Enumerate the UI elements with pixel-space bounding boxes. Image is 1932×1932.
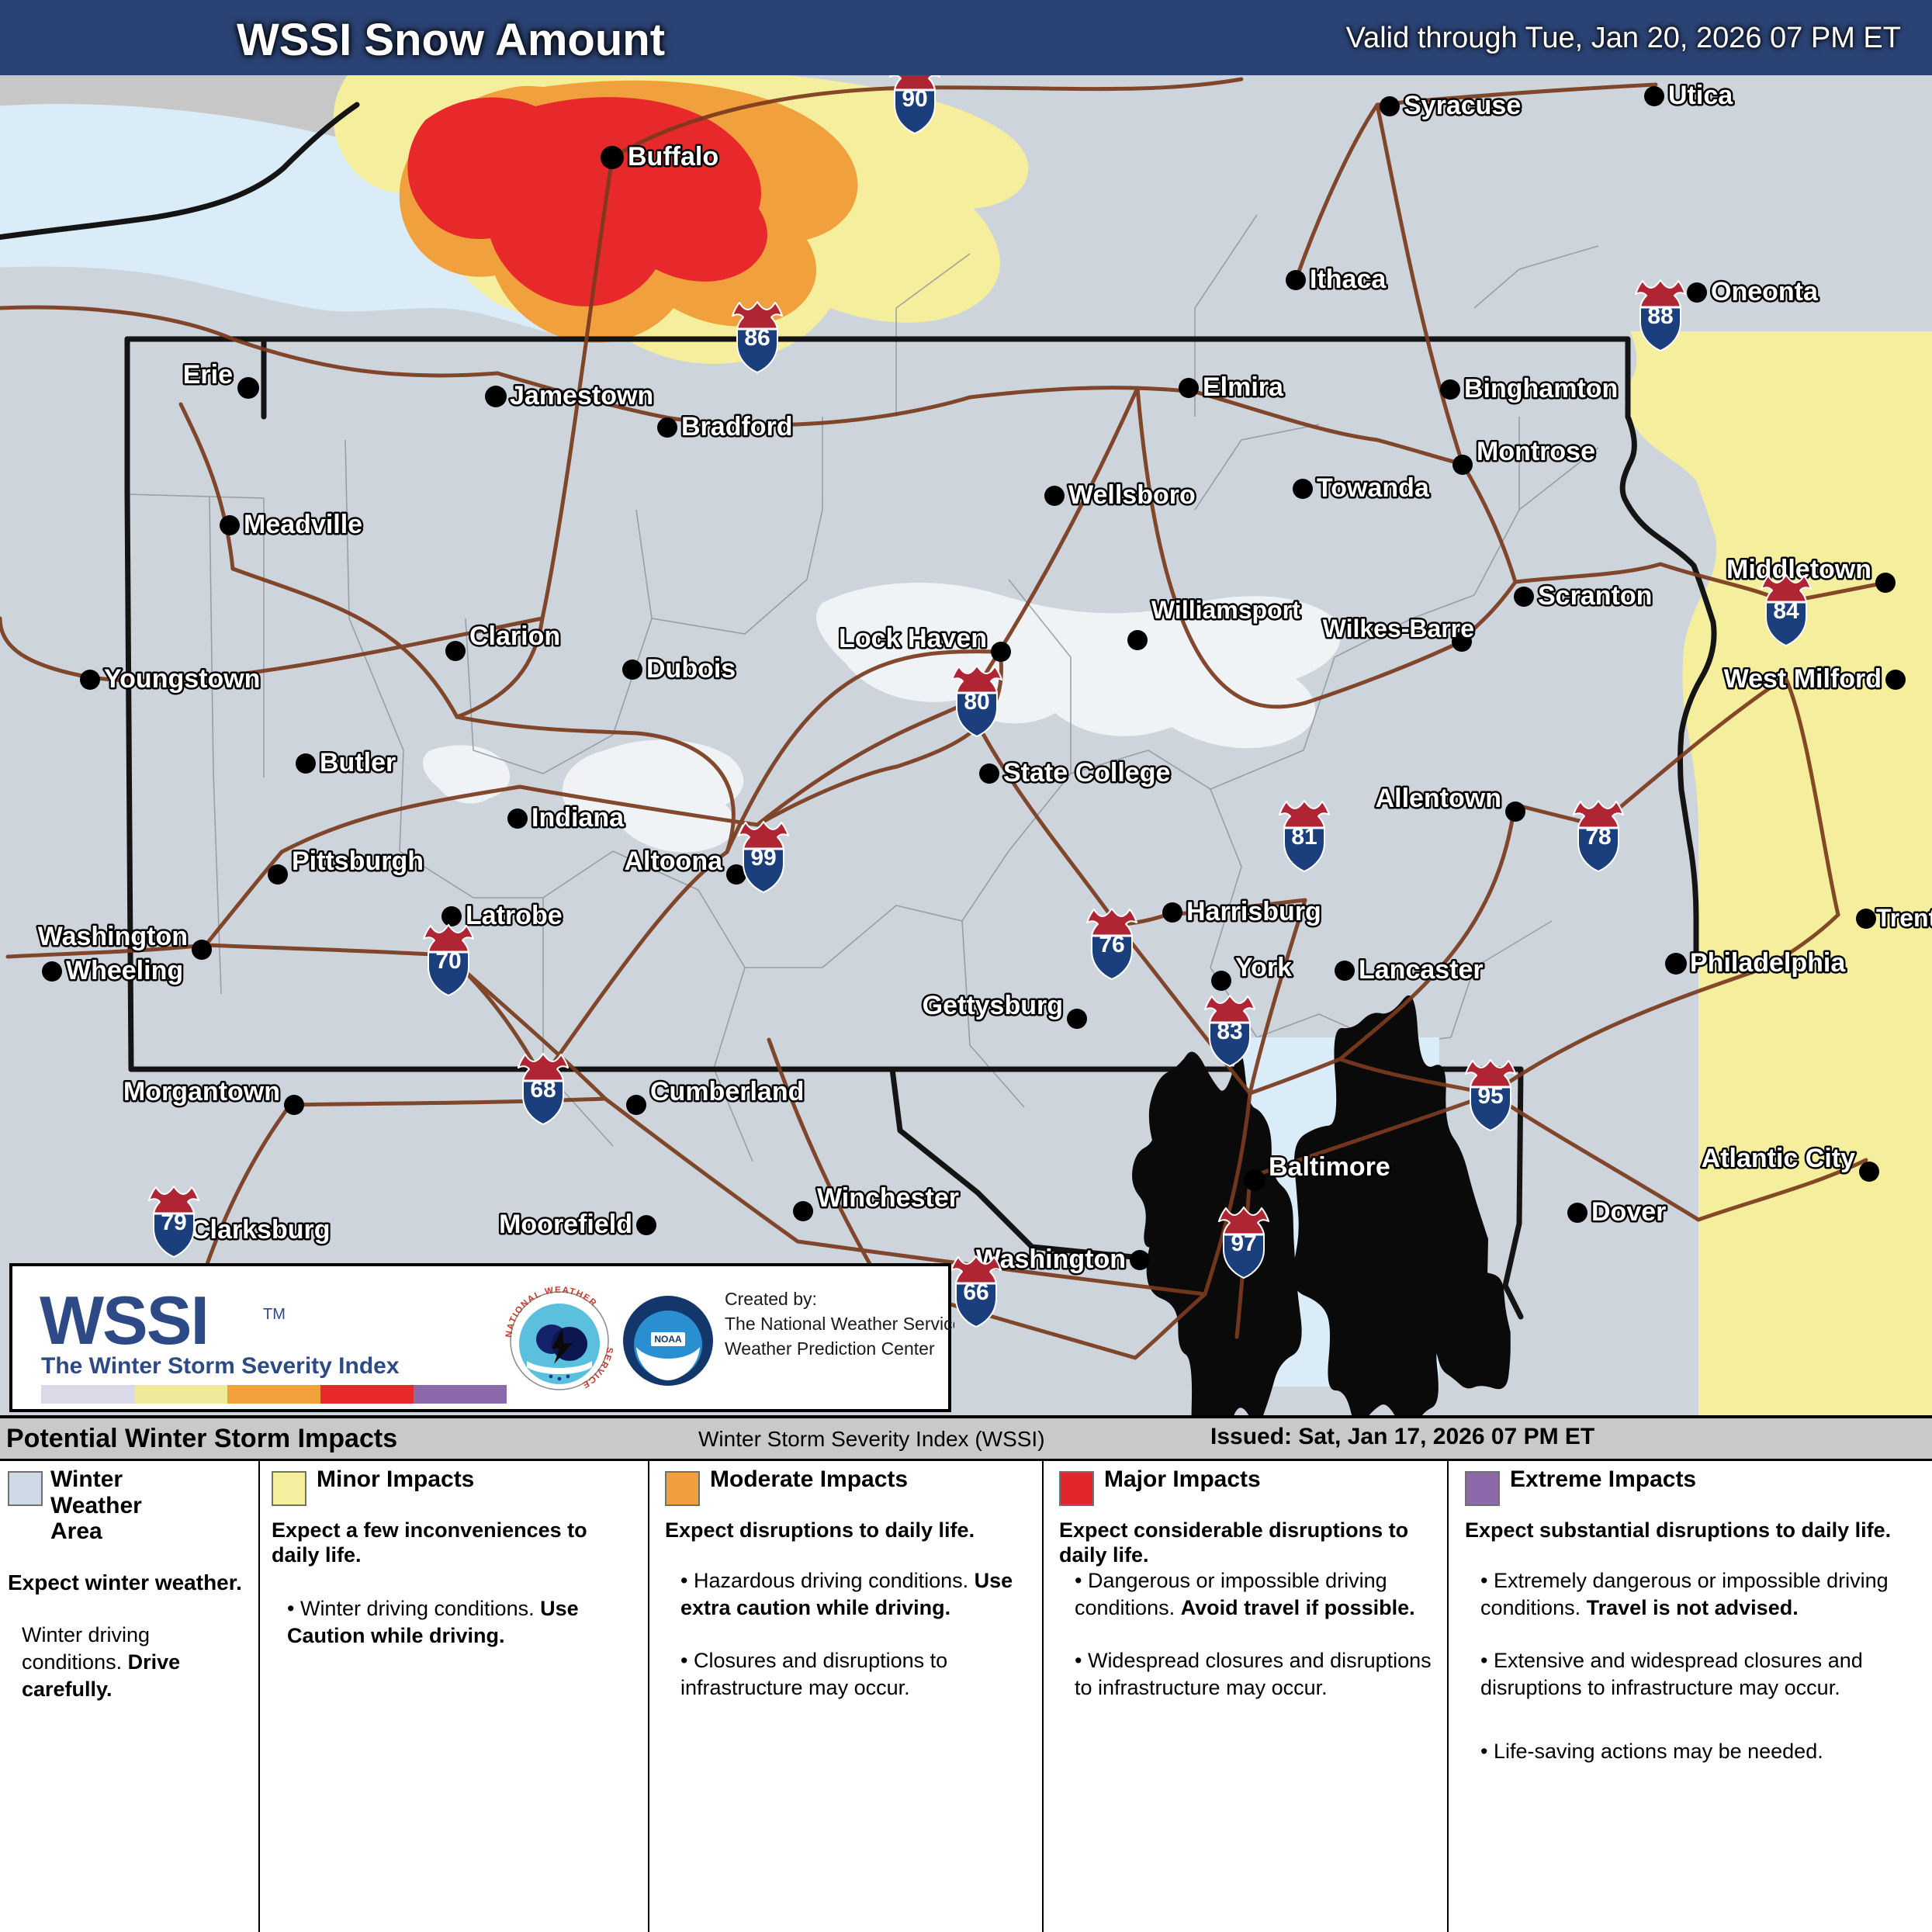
svg-text:95: 95	[1477, 1083, 1503, 1109]
svg-text:Wellsboro: Wellsboro	[1068, 480, 1196, 510]
svg-text:84: 84	[1773, 598, 1799, 624]
svg-text:88: 88	[1647, 303, 1673, 329]
svg-text:Clarksburg: Clarksburg	[191, 1215, 331, 1245]
svg-text:Morgantown: Morgantown	[123, 1077, 280, 1106]
svg-text:Wilkes-Barre: Wilkes-Barre	[1323, 615, 1474, 642]
svg-text:Butler: Butler	[320, 748, 396, 777]
svg-text:Created by:: Created by:	[725, 1289, 817, 1309]
svg-text:Pittsburgh: Pittsburgh	[292, 847, 424, 876]
svg-text:Moorefield: Moorefield	[499, 1210, 632, 1239]
svg-text:NOAA: NOAA	[654, 1334, 682, 1345]
svg-text:90: 90	[902, 86, 927, 112]
svg-text:Clarion: Clarion	[469, 621, 560, 651]
svg-text:Cumberland: Cumberland	[650, 1077, 804, 1106]
svg-text:70: 70	[435, 948, 461, 974]
svg-text:Montrose: Montrose	[1477, 437, 1595, 466]
svg-text:Ithaca: Ithaca	[1310, 265, 1387, 294]
svg-text:Lancaster: Lancaster	[1359, 955, 1484, 985]
svg-text:76: 76	[1099, 932, 1124, 957]
svg-text:Binghamton: Binghamton	[1464, 374, 1618, 403]
svg-text:79: 79	[161, 1210, 186, 1235]
svg-text:Indiana: Indiana	[531, 803, 625, 833]
svg-text:Trenton: Trenton	[1876, 904, 1932, 932]
svg-text:Utica: Utica	[1668, 81, 1733, 110]
svg-text:Philadelphia: Philadelphia	[1690, 948, 1846, 978]
svg-text:State College: State College	[1003, 758, 1170, 788]
svg-text:81: 81	[1291, 824, 1317, 850]
svg-text:Buffalo: Buffalo	[628, 142, 718, 171]
svg-text:Dover: Dover	[1591, 1197, 1666, 1227]
svg-text:66: 66	[963, 1279, 989, 1305]
svg-text:Winchester: Winchester	[817, 1183, 959, 1213]
svg-text:Youngstown: Youngstown	[104, 664, 260, 694]
svg-text:Washington: Washington	[38, 922, 188, 951]
svg-text:Oneonta: Oneonta	[1711, 277, 1819, 306]
svg-text:Jamestown: Jamestown	[510, 381, 653, 410]
svg-text:Williamsport: Williamsport	[1151, 596, 1300, 624]
svg-text:Gettysburg: Gettysburg	[923, 991, 1063, 1020]
svg-text:Dubois: Dubois	[646, 654, 736, 684]
svg-text:York: York	[1235, 953, 1292, 982]
svg-text:Altoona: Altoona	[624, 847, 723, 876]
svg-text:80: 80	[964, 689, 989, 715]
svg-text:Towanda: Towanda	[1317, 473, 1430, 503]
svg-text:Atlantic City: Atlantic City	[1702, 1144, 1855, 1173]
svg-text:97: 97	[1231, 1231, 1256, 1256]
svg-text:68: 68	[530, 1077, 556, 1103]
svg-text:TM: TM	[263, 1306, 286, 1323]
svg-text:Middletown: Middletown	[1726, 555, 1871, 584]
svg-text:Bradford: Bradford	[681, 412, 793, 441]
svg-text:The National Weather Service: The National Weather Service	[725, 1314, 954, 1334]
svg-text:Harrisburg: Harrisburg	[1186, 897, 1321, 926]
svg-text:Erie: Erie	[183, 360, 233, 390]
svg-text:Lock Haven: Lock Haven	[839, 624, 987, 653]
svg-text:Syracuse: Syracuse	[1404, 91, 1521, 120]
svg-text:Elmira: Elmira	[1203, 372, 1284, 402]
svg-text:Latrobe: Latrobe	[466, 901, 563, 930]
svg-text:West Milford: West Milford	[1724, 664, 1882, 694]
svg-text:Allentown: Allentown	[1376, 784, 1501, 813]
svg-text:Weather Prediction Center: Weather Prediction Center	[725, 1338, 935, 1359]
svg-text:83: 83	[1217, 1019, 1242, 1044]
svg-text:86: 86	[744, 325, 770, 351]
svg-text:Wheeling: Wheeling	[66, 956, 183, 985]
svg-text:99: 99	[750, 845, 776, 871]
svg-text:78: 78	[1585, 824, 1611, 850]
svg-text:Meadville: Meadville	[244, 510, 362, 539]
svg-text:WSSI: WSSI	[40, 1282, 208, 1359]
svg-text:Scranton: Scranton	[1538, 581, 1652, 611]
svg-text:The Winter Storm Severity Inde: The Winter Storm Severity Index	[41, 1353, 400, 1379]
svg-text:Baltimore: Baltimore	[1269, 1152, 1390, 1182]
